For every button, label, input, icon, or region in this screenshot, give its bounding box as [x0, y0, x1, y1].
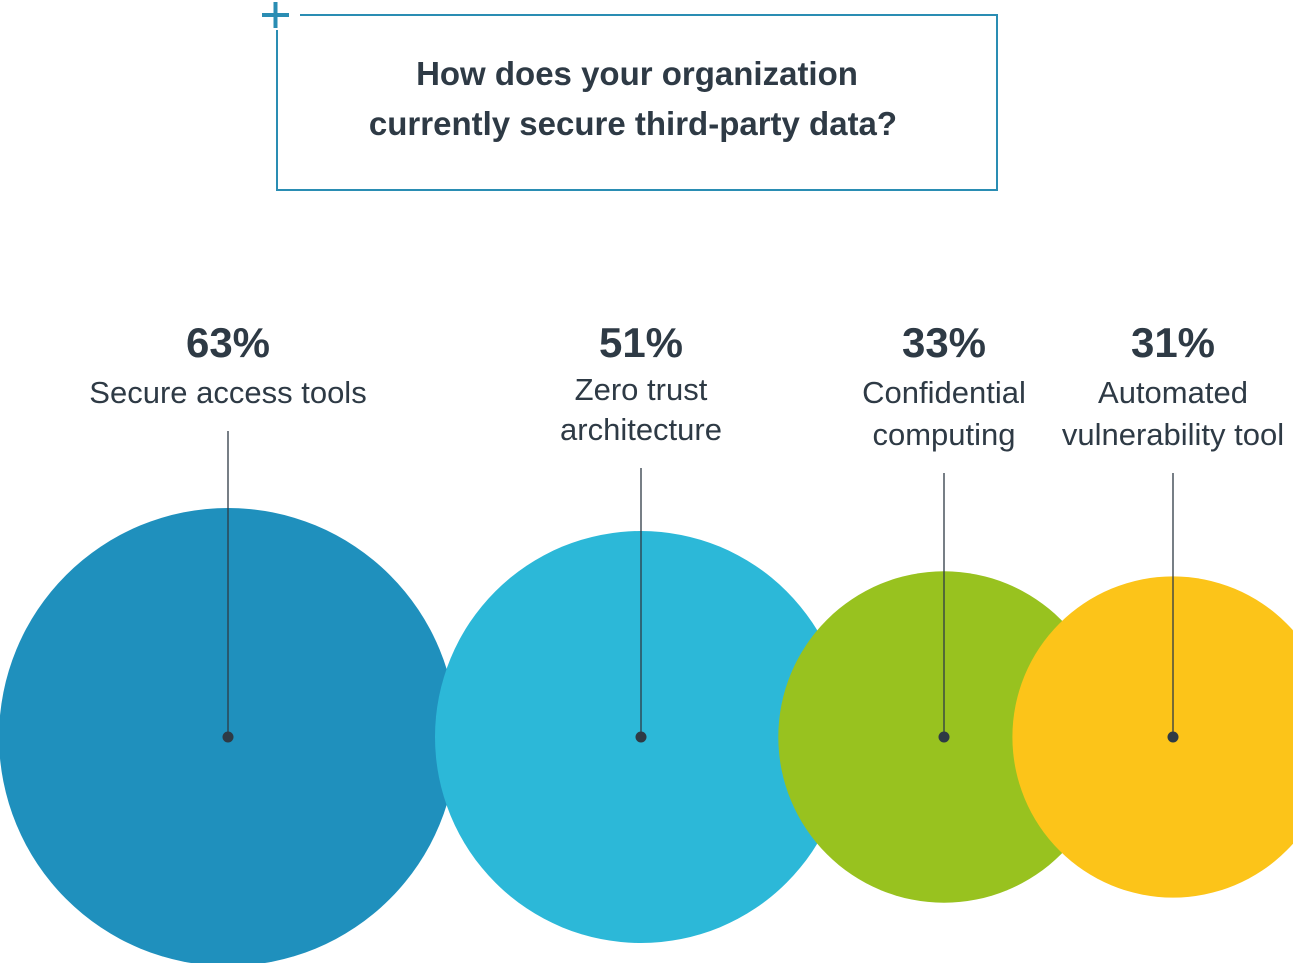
- category-label-2-line-2: architecture: [560, 412, 722, 447]
- category-label-3-line-1: Confidential: [862, 375, 1026, 410]
- center-dot-2: [635, 731, 647, 743]
- center-dot-1: [222, 731, 234, 743]
- category-label-4-line-1: Automated: [1098, 375, 1248, 410]
- category-label-3-line-2: computing: [872, 417, 1015, 452]
- chart-title-line-2: currently secure third-party data?: [369, 105, 897, 142]
- category-label-1-line-1: Secure access tools: [89, 375, 366, 410]
- value-label-3: 33%: [902, 319, 986, 366]
- plus-icon: [262, 2, 289, 28]
- value-label-4: 31%: [1131, 319, 1215, 366]
- chart-title-line-1: How does your organization: [416, 55, 858, 92]
- category-label-2-line-1: Zero trust: [575, 372, 708, 407]
- center-dot-4: [1167, 731, 1179, 743]
- title-frame: How does your organization currently sec…: [262, 2, 998, 191]
- value-label-2: 51%: [599, 319, 683, 366]
- labels-group: 63% Secure access tools 51% Zero trust archi…: [89, 319, 1284, 743]
- center-dot-3: [938, 731, 950, 743]
- value-label-1: 63%: [186, 319, 270, 366]
- bubbles-group: [0, 508, 1293, 963]
- title-frame-border: [276, 14, 998, 191]
- bubble-4: [1012, 576, 1293, 898]
- category-label-4-line-2: vulnerability tool: [1062, 417, 1284, 452]
